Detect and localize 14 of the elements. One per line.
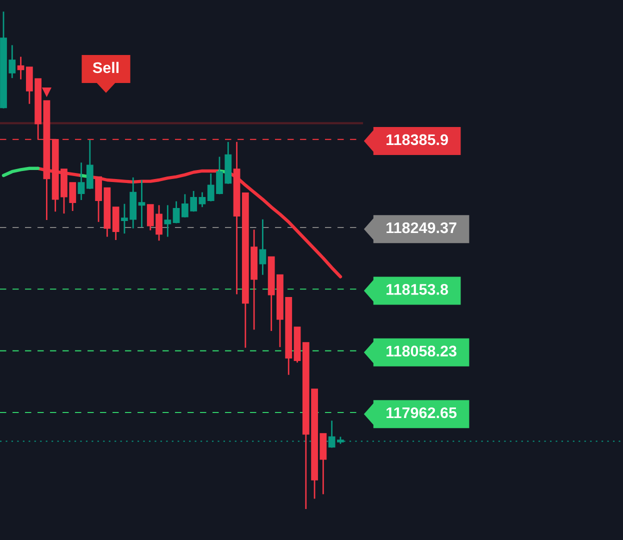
candlestick (86, 139, 94, 190)
candlestick (164, 204, 172, 238)
y-tick-label: 118153.8 (386, 284, 448, 295)
candlestick (172, 200, 180, 224)
y-tick-label: 118385.9 (386, 134, 448, 146)
annotation: Sell (92, 62, 119, 74)
candlestick (138, 179, 146, 228)
y-tick-label: 118058.23 (386, 346, 456, 357)
candlestick (259, 218, 266, 276)
y-tick-label: 118249.37 (386, 222, 456, 234)
y-tick-label: 117962.65 (386, 407, 457, 418)
candlestick (198, 192, 206, 208)
candlestick (78, 162, 85, 201)
candlestick (17, 56, 24, 80)
